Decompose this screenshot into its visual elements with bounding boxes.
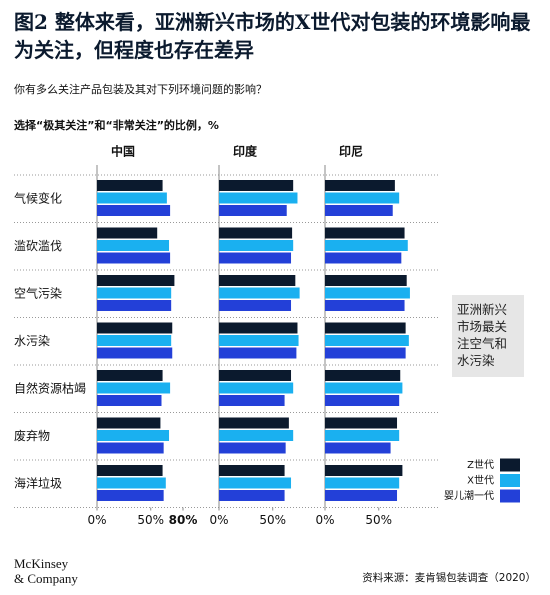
bar: [97, 240, 170, 251]
legend-swatch: [500, 458, 520, 472]
bar: [219, 477, 292, 489]
y-tick-label: 空气污染: [14, 286, 62, 301]
legend-swatch: [500, 489, 520, 503]
bar: [325, 322, 406, 334]
bar: [219, 192, 298, 204]
logo: & Company: [14, 571, 78, 586]
bar: [219, 322, 298, 334]
bar: [97, 192, 167, 204]
bar: [325, 395, 400, 406]
panel-title: 印尼: [339, 145, 363, 159]
bar: [97, 477, 166, 489]
annotation: 亚洲新兴市场最关注空气和水污染: [452, 295, 524, 377]
bar: [219, 252, 292, 264]
bar: [219, 335, 299, 346]
bar: [219, 275, 296, 286]
x-tick-label: 80%: [169, 513, 198, 527]
bar: [219, 240, 294, 251]
x-tick-label: 0%: [315, 513, 334, 527]
legend-label: 婴儿潮一代: [444, 489, 494, 502]
bar: [219, 347, 297, 359]
bar: [97, 335, 172, 346]
bar: [97, 180, 163, 191]
x-tick-label: 50%: [259, 513, 286, 527]
bar: [219, 205, 287, 216]
panel-title: 印度: [233, 144, 258, 159]
bar: [325, 442, 391, 454]
bar: [97, 300, 172, 311]
bar: [219, 382, 294, 394]
bar: [325, 205, 393, 216]
bar: [97, 382, 171, 394]
bar: [325, 347, 406, 359]
bar: [219, 287, 300, 299]
x-tick-label: 50%: [137, 513, 164, 527]
bar: [325, 430, 400, 441]
x-tick-label: 0%: [87, 513, 106, 527]
bar: [219, 490, 285, 501]
bar: [219, 395, 285, 406]
subtitle: 你有多么关注产品包装及其对下列环境问题的影响？: [14, 82, 267, 96]
bar: [97, 347, 173, 359]
bar: [325, 300, 405, 311]
y-tick-label: 滥砍滥伐: [14, 238, 62, 253]
axis-label: 选择“极其关注”和“非常关注”的比例，%: [14, 118, 219, 132]
y-tick-label: 废弃物: [14, 428, 50, 443]
bar: [325, 287, 410, 299]
logo: McKinsey: [14, 556, 69, 571]
bar: [97, 430, 170, 441]
bar: [97, 490, 164, 501]
bar: [325, 490, 398, 501]
bar: [325, 382, 403, 394]
y-tick-label: 水污染: [14, 333, 50, 348]
x-tick-label: 0%: [209, 513, 228, 527]
bar: [219, 300, 292, 311]
bar: [325, 227, 405, 239]
bar: [97, 417, 161, 429]
legend-label: X世代: [467, 475, 494, 487]
bar: [219, 465, 285, 476]
bar: [325, 335, 409, 346]
bar: [97, 287, 172, 299]
y-tick-label: 自然资源枯竭: [14, 381, 86, 396]
bar: [325, 252, 402, 264]
legend-swatch: [500, 474, 520, 487]
bar: [97, 442, 164, 454]
bar: [325, 465, 403, 476]
bar: [219, 370, 292, 381]
y-tick-label: 海洋垃圾: [14, 476, 62, 491]
source: 资料来源：麦肯锡包装调查（2020）: [362, 571, 536, 584]
bar: [97, 275, 175, 286]
bar: [325, 180, 395, 191]
bar: [97, 227, 158, 239]
x-tick-label: 50%: [365, 513, 392, 527]
bar: [219, 227, 293, 239]
y-tick-label: 气候变化: [14, 191, 62, 206]
bar: [97, 205, 171, 216]
panel-title: 中国: [111, 144, 135, 159]
bar: [219, 180, 294, 191]
bar: [325, 240, 408, 251]
bar: [97, 465, 163, 476]
legend-label: Z世代: [467, 459, 494, 471]
bar: [97, 322, 173, 334]
bar: [97, 252, 171, 264]
bar: [325, 417, 398, 429]
bar: [325, 477, 400, 489]
bar: [325, 192, 400, 204]
bar: [219, 417, 289, 429]
bar: [219, 442, 286, 454]
bar: [97, 395, 162, 406]
bar: [97, 370, 163, 381]
bar: [325, 275, 407, 286]
chart-title: 图2 整体来看，亚洲新兴市场的X世代对包装的环境影响最为关注，但程度也存在差异: [14, 10, 531, 62]
bar: [219, 430, 294, 441]
bar: [325, 370, 401, 381]
